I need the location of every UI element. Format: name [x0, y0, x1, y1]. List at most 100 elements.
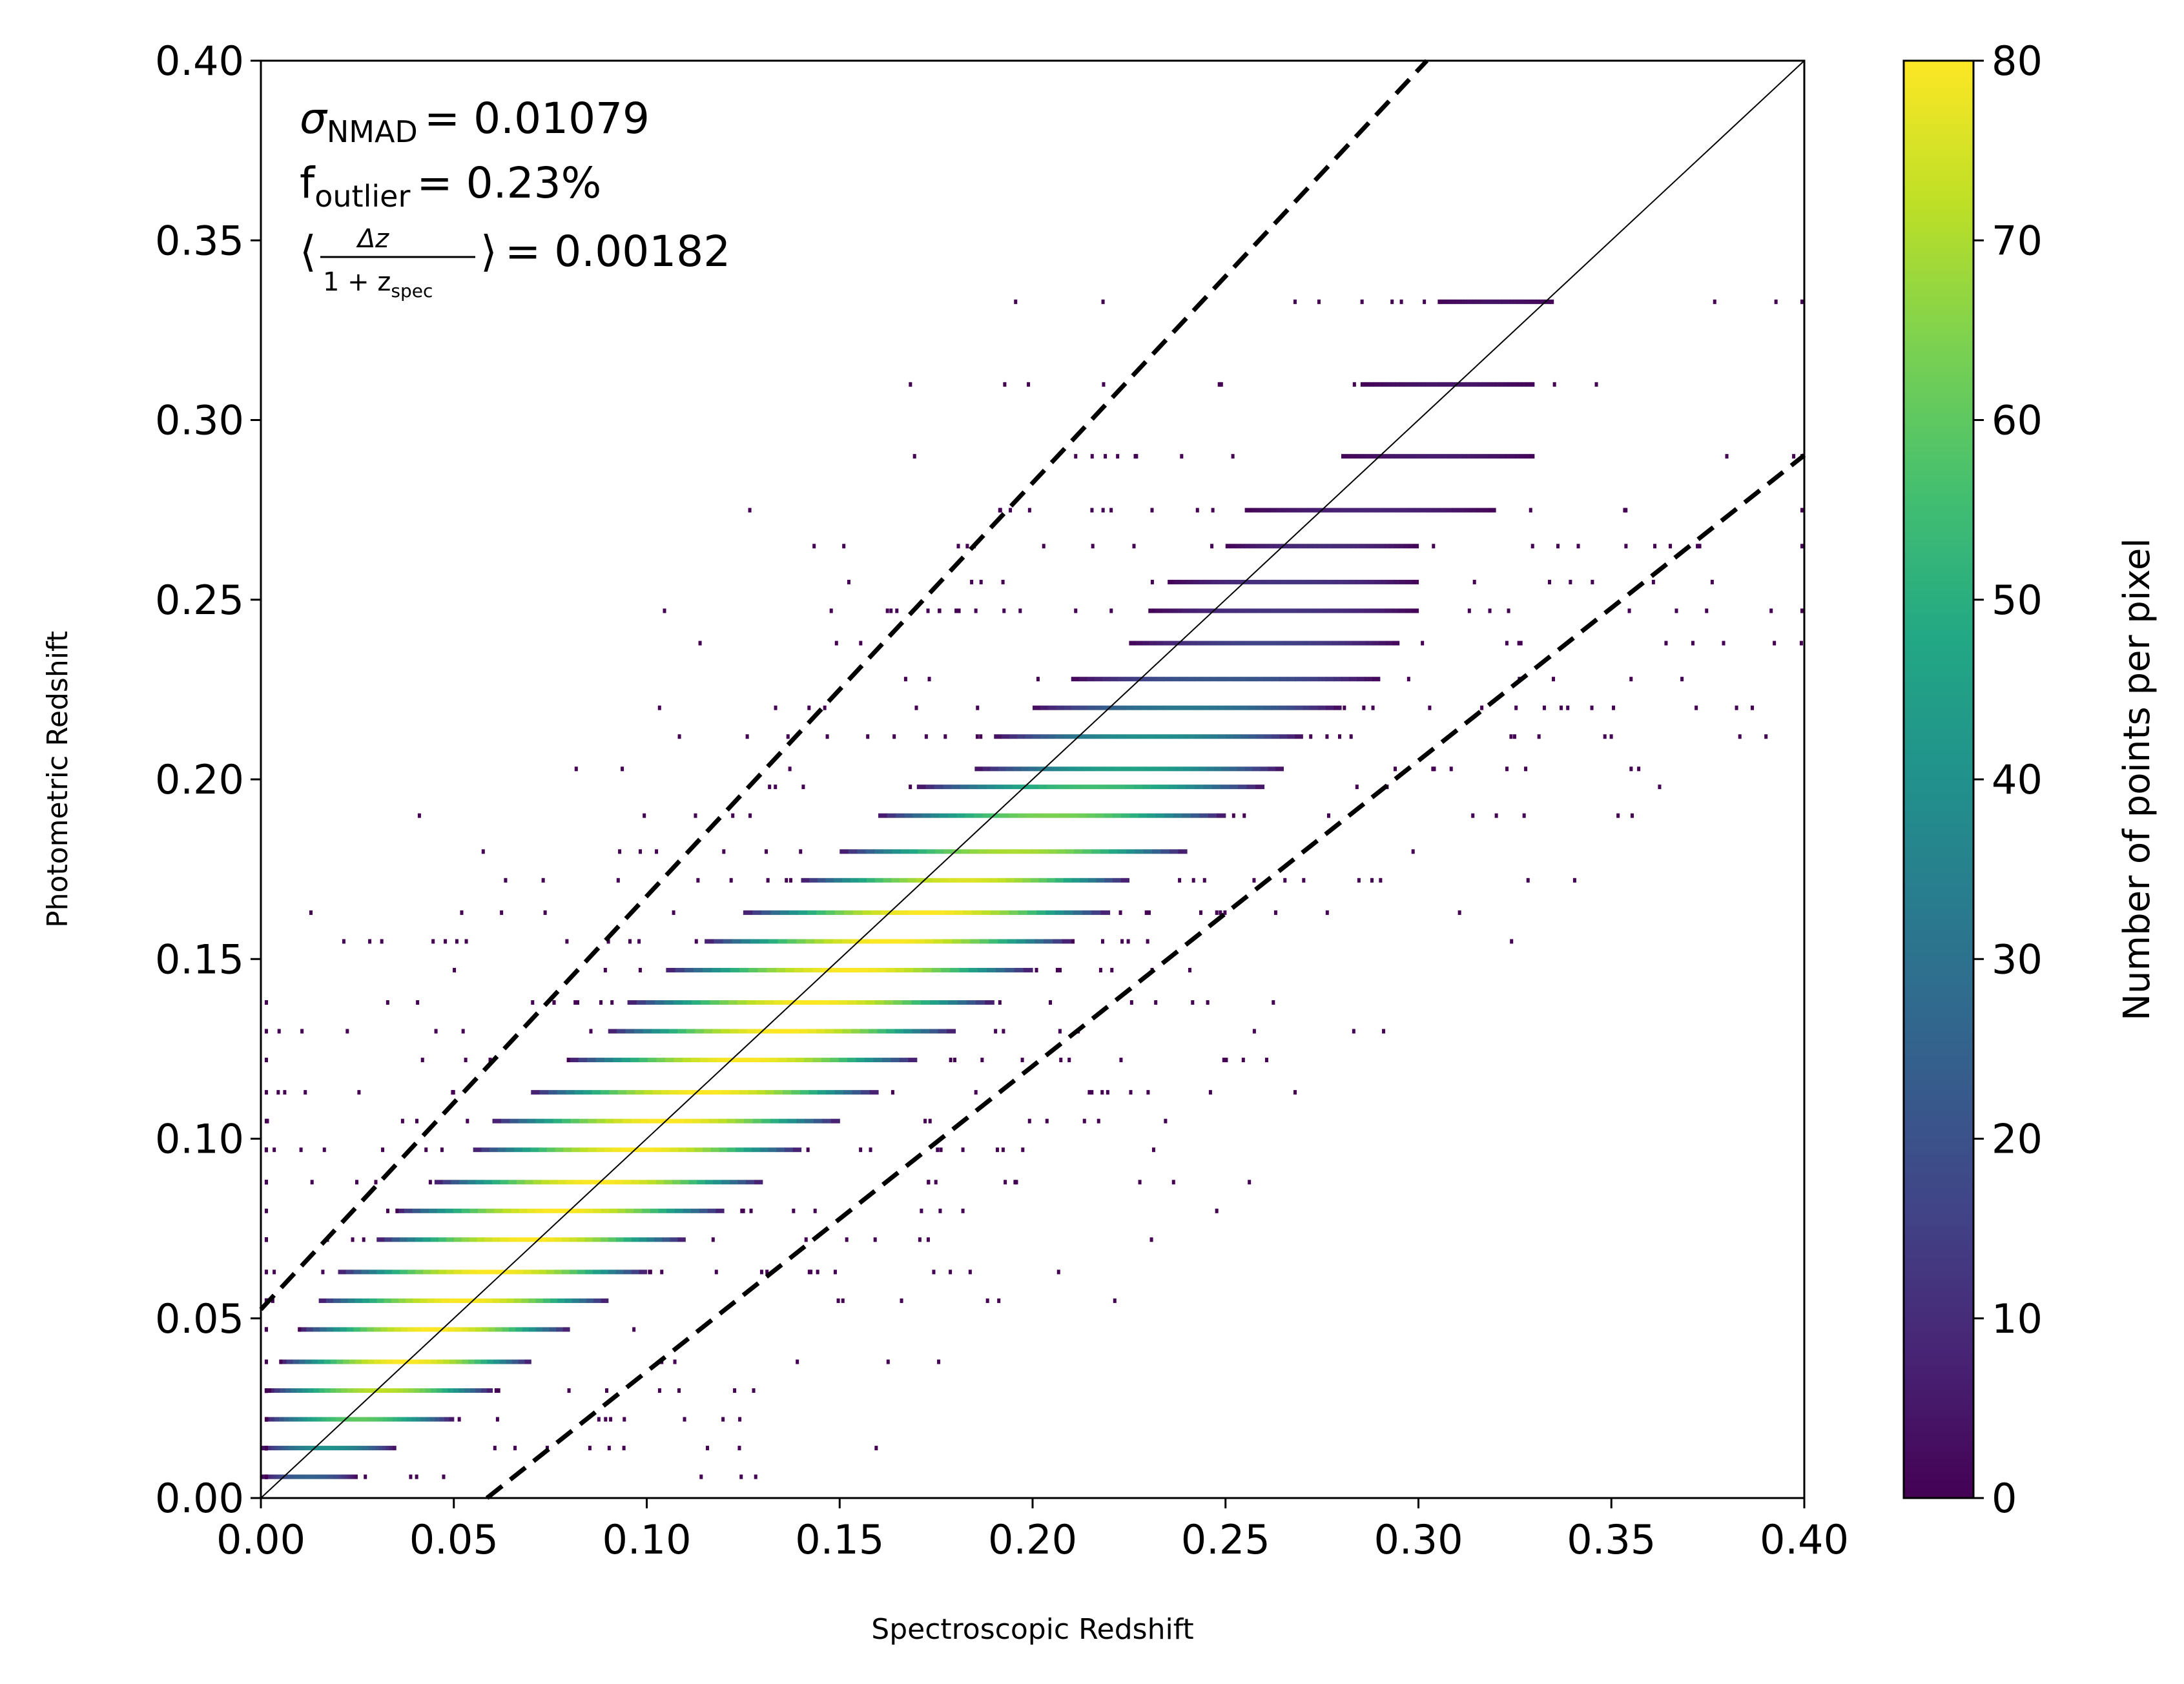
density-cell: [345, 1446, 349, 1451]
density-cell: [1034, 939, 1044, 944]
sparse-point: [1067, 1058, 1071, 1063]
density-cell: [1179, 677, 1188, 682]
density-cell: [431, 1388, 437, 1393]
sparse-point: [1309, 734, 1313, 739]
density-cell: [1186, 579, 1193, 584]
sparse-point: [1349, 734, 1353, 739]
density-cell: [1512, 299, 1516, 304]
density-cell: [1236, 608, 1244, 613]
colorbar-tick-label: 60: [1992, 397, 2043, 444]
density-cell: [920, 1029, 930, 1034]
density-cell: [428, 1208, 438, 1213]
density-cell: [1283, 544, 1289, 549]
density-cell: [940, 878, 949, 883]
density-cell: [535, 1118, 545, 1124]
density-cell: [1304, 641, 1312, 646]
density-cell: [392, 1237, 400, 1242]
density-cell: [1484, 299, 1488, 304]
sparse-point: [1411, 849, 1415, 854]
density-cell: [893, 1000, 903, 1005]
density-cell: [949, 878, 958, 883]
density-cell: [349, 1359, 356, 1364]
density-cell: [947, 813, 957, 818]
density-cell: [1160, 766, 1168, 772]
sparse-point: [1725, 454, 1729, 459]
density-cell: [1348, 677, 1357, 682]
density-cell: [307, 1417, 313, 1422]
density-cell: [1182, 608, 1190, 613]
density-cell: [930, 813, 940, 818]
density-cell: [861, 1090, 871, 1095]
density-cell: [1288, 544, 1293, 549]
density-cell: [502, 1208, 511, 1213]
density-cell: [420, 1298, 428, 1303]
density-cell: [1264, 677, 1273, 682]
sparse-point: [722, 849, 726, 854]
sparse-point: [1317, 299, 1321, 304]
sparse-point: [1480, 705, 1484, 710]
density-cell: [593, 1298, 602, 1303]
sparse-point: [1071, 939, 1075, 944]
density-cell: [851, 1029, 861, 1034]
density-cell: [1250, 544, 1255, 549]
sparse-point: [1231, 454, 1235, 459]
density-cell: [1023, 967, 1033, 972]
density-cell: [693, 967, 703, 972]
density-cell: [670, 1147, 679, 1153]
sparse-point: [1800, 544, 1804, 549]
density-cell: [857, 849, 867, 854]
sparse-point: [1001, 1147, 1005, 1153]
density-cell: [924, 939, 934, 944]
density-cell: [414, 1327, 422, 1332]
sparse-point: [494, 1388, 498, 1393]
density-cell: [451, 1180, 460, 1185]
density-cell: [335, 1446, 339, 1451]
density-cell: [664, 1180, 673, 1185]
sparse-point: [355, 1180, 358, 1185]
density-cell: [1350, 544, 1357, 549]
sparse-point: [1552, 382, 1556, 387]
sparse-point: [1552, 677, 1556, 682]
density-cell: [373, 1417, 379, 1422]
density-cell: [1175, 766, 1184, 772]
density-cell: [1248, 705, 1257, 710]
x-tick-label: 0.15: [795, 1516, 884, 1563]
density-cell: [699, 1208, 708, 1213]
sparse-point: [267, 1388, 271, 1393]
density-cell: [691, 1000, 701, 1005]
sparse-point: [1283, 878, 1287, 883]
density-cell: [680, 1180, 690, 1185]
density-cell: [473, 1147, 482, 1153]
density-cell: [1443, 382, 1448, 387]
sparse-point: [610, 1000, 614, 1005]
density-cell: [400, 1327, 408, 1332]
density-cell: [761, 910, 772, 915]
sparse-point: [1522, 813, 1526, 818]
density-cell: [664, 1058, 674, 1063]
density-cell: [655, 1180, 664, 1185]
density-cell: [1091, 849, 1101, 854]
density-cell: [463, 1298, 471, 1303]
density-cell: [1022, 849, 1031, 854]
density-cell: [1133, 705, 1141, 710]
colorbar-gradient: [1902, 59, 1975, 1499]
density-cell: [1100, 910, 1111, 915]
density-cell: [1217, 579, 1225, 584]
density-cell: [1510, 454, 1516, 459]
density-cell: [1303, 705, 1311, 710]
density-cell: [666, 967, 676, 972]
sparse-point: [1542, 705, 1546, 710]
sparse-point: [1146, 939, 1149, 944]
density-cell: [907, 878, 916, 883]
sparse-point: [699, 1474, 703, 1479]
sigma-nmad-text: σNMAD = 0.01079: [300, 94, 650, 149]
sparse-point: [1343, 705, 1346, 710]
density-cell: [1034, 813, 1044, 818]
density-cell: [1168, 785, 1178, 790]
density-cell: [1160, 849, 1170, 854]
density-cell: [539, 1090, 549, 1095]
sparse-point: [938, 1208, 942, 1213]
sparse-point: [264, 1474, 268, 1479]
sparse-point: [927, 677, 931, 682]
sparse-point: [920, 1208, 923, 1213]
